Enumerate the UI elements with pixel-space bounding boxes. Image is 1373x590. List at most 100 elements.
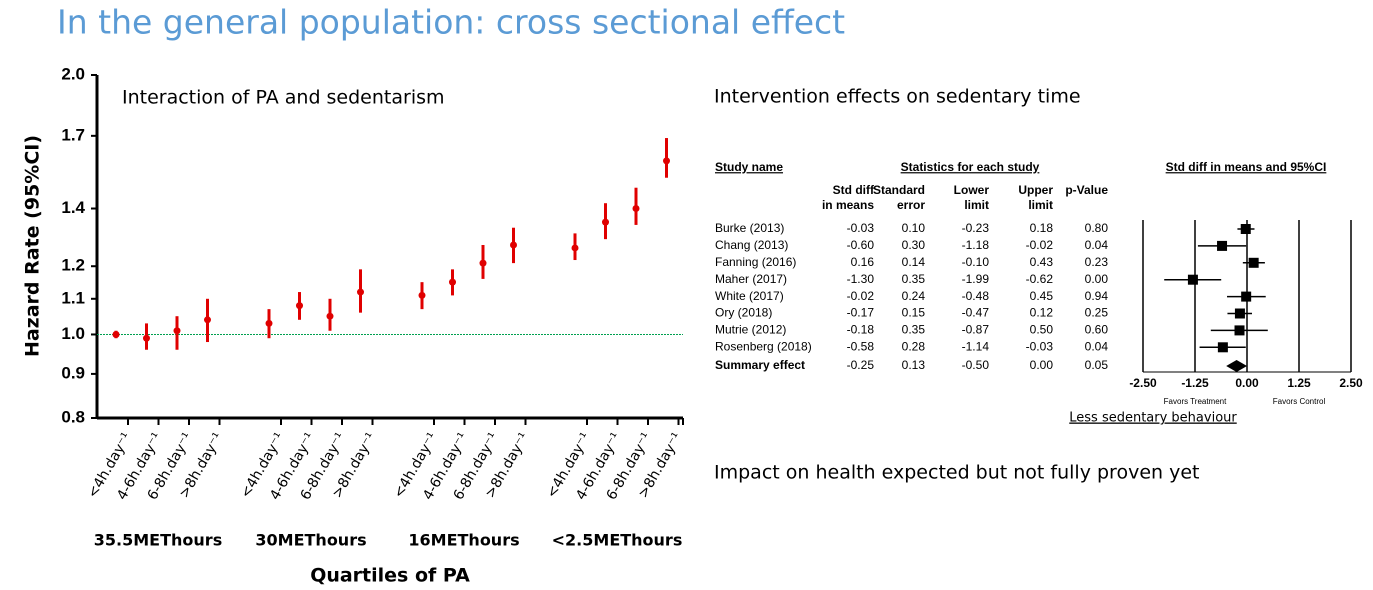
point [143, 334, 150, 342]
group-label: <2.5METhours [552, 531, 683, 550]
point [357, 288, 364, 296]
cell: -0.87 [962, 323, 990, 337]
cell: 0.04 [1085, 238, 1109, 252]
cell: 0.35 [902, 272, 926, 286]
chart-title: Interaction of PA and sedentarism [122, 87, 445, 109]
study-name: Fanning (2016) [715, 255, 796, 269]
cell: 0.30 [902, 238, 926, 252]
point [418, 291, 426, 299]
point [571, 244, 579, 252]
x-axis-label: Quartiles of PA [310, 565, 470, 587]
column-header: Standard [873, 183, 925, 197]
cell: 0.25 [1085, 306, 1109, 320]
point [265, 319, 273, 327]
cell: 0.94 [1085, 289, 1109, 303]
cell: -1.99 [962, 272, 990, 286]
cell: -0.25 [847, 358, 875, 372]
effect-square [1248, 257, 1259, 268]
cell: -1.30 [847, 272, 875, 286]
y-tick-label: 0.9 [61, 363, 85, 382]
y-tick-label: 2.0 [61, 64, 85, 83]
point [112, 330, 120, 338]
cell: -0.23 [962, 221, 990, 235]
x-tick-label: 0.00 [1235, 376, 1259, 390]
cell: -0.48 [962, 289, 990, 303]
point [510, 241, 517, 249]
column-header: in means [822, 198, 874, 212]
summary-diamond [1226, 360, 1247, 372]
point [663, 157, 670, 165]
group-label: 16METhours [408, 531, 519, 550]
cell: -0.02 [847, 289, 875, 303]
cell: 0.28 [902, 339, 926, 353]
cell: 0.00 [1030, 358, 1054, 372]
header: Statistics for each study [901, 160, 1040, 174]
cell: 0.50 [1030, 323, 1054, 337]
cell: -0.60 [847, 238, 875, 252]
column-header: Lower [954, 183, 990, 197]
cell: 0.35 [902, 323, 926, 337]
point [173, 327, 181, 335]
study-name: Burke (2013) [715, 221, 784, 235]
group-label: 35.5METhours [94, 531, 222, 550]
group-label: 30METhours [255, 531, 366, 550]
effect-square [1234, 308, 1245, 319]
cell: -0.47 [962, 306, 990, 320]
column-header: Std diff [833, 183, 875, 197]
cell: 0.18 [1030, 221, 1054, 235]
cell: -0.02 [1026, 238, 1054, 252]
favors-label: Favors Treatment [1164, 397, 1227, 406]
y-tick-label: 1.7 [61, 125, 85, 144]
cell: 0.43 [1030, 255, 1054, 269]
x-tick-label: -2.50 [1129, 376, 1157, 390]
y-tick-label: 1.1 [61, 288, 85, 307]
y-axis-label: Hazard Rate (95%CI) [22, 135, 44, 357]
chart-title: Intervention effects on sedentary time [714, 86, 1081, 108]
point [602, 218, 609, 226]
cell: -0.62 [1026, 272, 1054, 286]
x-tick-label: 2.50 [1339, 376, 1363, 390]
x-tick-label: -1.25 [1181, 376, 1209, 390]
cell: 0.24 [902, 289, 926, 303]
slide-title: In the general population: cross section… [57, 3, 845, 42]
column-header: limit [1028, 198, 1053, 212]
cell: -0.03 [1026, 339, 1054, 353]
y-tick-label: 1.0 [61, 324, 85, 343]
x-tick-label: 1.25 [1287, 376, 1311, 390]
cell: -0.50 [962, 358, 990, 372]
study-name: Chang (2013) [715, 238, 788, 252]
cell: -1.14 [962, 339, 990, 353]
column-header: p-Value [1065, 183, 1108, 197]
cell: -0.17 [847, 306, 875, 320]
cell: -0.18 [847, 323, 875, 337]
point [296, 302, 303, 310]
note: Less sedentary behaviour [1069, 411, 1237, 426]
point [326, 312, 334, 320]
cell: 0.15 [902, 306, 926, 320]
header: Study name [715, 160, 783, 174]
y-tick-label: 1.2 [61, 256, 85, 275]
effect-square [1187, 274, 1198, 285]
cell: 0.14 [902, 255, 926, 269]
cell: 0.60 [1085, 323, 1109, 337]
favors-label: Favors Control [1273, 397, 1326, 406]
y-tick-label: 0.8 [61, 407, 85, 426]
study-name: Rosenberg (2018) [715, 339, 812, 353]
cell: 0.45 [1030, 289, 1054, 303]
cell: 0.16 [851, 255, 875, 269]
cell: -0.58 [847, 339, 875, 353]
footnote: Impact on health expected but not fully … [714, 462, 1199, 484]
column-header: Upper [1018, 183, 1053, 197]
cell: -1.18 [962, 238, 990, 252]
effect-square [1217, 342, 1228, 353]
study-name: Maher (2017) [715, 272, 787, 286]
point [632, 205, 640, 213]
cell: 0.13 [902, 358, 926, 372]
header: Std diff in means and 95%CI [1166, 160, 1327, 174]
cell: 0.23 [1085, 255, 1109, 269]
study-name: White (2017) [715, 289, 784, 303]
column-header: limit [964, 198, 989, 212]
column-header: error [897, 198, 925, 212]
